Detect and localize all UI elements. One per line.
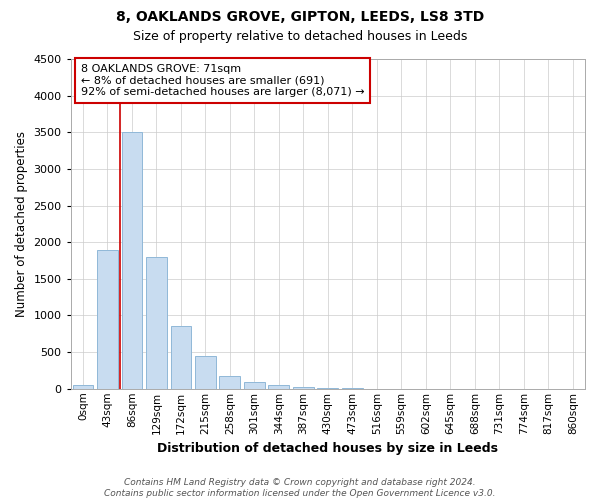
Bar — [244, 382, 265, 389]
Bar — [317, 388, 338, 389]
Text: Contains HM Land Registry data © Crown copyright and database right 2024.
Contai: Contains HM Land Registry data © Crown c… — [104, 478, 496, 498]
Bar — [195, 356, 216, 389]
Bar — [220, 376, 241, 389]
Bar — [268, 385, 289, 389]
Bar — [293, 386, 314, 389]
Text: 8, OAKLANDS GROVE, GIPTON, LEEDS, LS8 3TD: 8, OAKLANDS GROVE, GIPTON, LEEDS, LS8 3T… — [116, 10, 484, 24]
Bar — [122, 132, 142, 389]
Text: 8 OAKLANDS GROVE: 71sqm
← 8% of detached houses are smaller (691)
92% of semi-de: 8 OAKLANDS GROVE: 71sqm ← 8% of detached… — [81, 64, 365, 97]
Bar — [170, 326, 191, 389]
Bar — [146, 257, 167, 389]
Bar — [73, 385, 94, 389]
Text: Size of property relative to detached houses in Leeds: Size of property relative to detached ho… — [133, 30, 467, 43]
X-axis label: Distribution of detached houses by size in Leeds: Distribution of detached houses by size … — [157, 442, 499, 455]
Y-axis label: Number of detached properties: Number of detached properties — [15, 131, 28, 317]
Bar — [97, 250, 118, 389]
